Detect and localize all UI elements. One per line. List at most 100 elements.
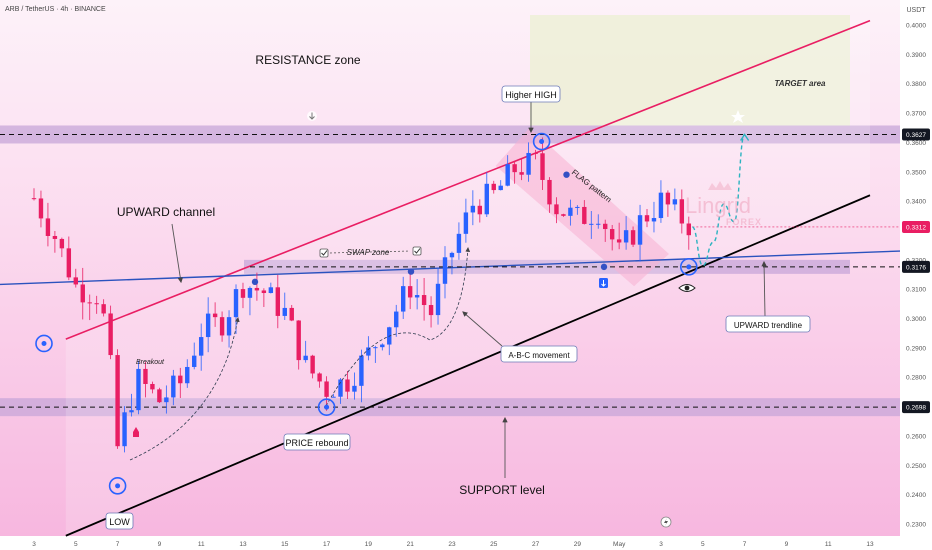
candle[interactable] [52, 230, 58, 253]
candle[interactable] [254, 272, 260, 301]
candle[interactable] [505, 155, 510, 187]
ring-marker-retest[interactable] [679, 258, 698, 276]
candle[interactable] [568, 199, 573, 226]
candle[interactable] [289, 304, 294, 322]
candle[interactable] [582, 200, 587, 225]
candle[interactable] [101, 299, 106, 317]
ring-marker-higher-high[interactable] [532, 132, 551, 151]
candle[interactable] [533, 149, 538, 160]
candle[interactable] [282, 292, 287, 320]
candle[interactable] [651, 201, 657, 233]
candle[interactable] [275, 274, 281, 329]
candle[interactable] [143, 361, 148, 398]
channel-upper-line[interactable] [65, 19, 871, 340]
candle[interactable] [94, 295, 99, 314]
candle[interactable] [540, 137, 545, 190]
candle[interactable] [623, 216, 629, 250]
candle[interactable] [164, 385, 169, 414]
candle[interactable] [630, 226, 636, 248]
candle[interactable] [658, 180, 664, 223]
candle[interactable] [484, 172, 489, 218]
ring-marker-rebound[interactable] [317, 398, 336, 416]
candle[interactable] [679, 189, 685, 234]
candle[interactable] [435, 267, 441, 325]
candle[interactable] [212, 302, 218, 327]
candle[interactable] [352, 372, 357, 400]
candle[interactable] [219, 311, 225, 342]
candle[interactable] [449, 251, 455, 275]
candle[interactable] [366, 336, 371, 361]
candle[interactable] [45, 202, 51, 247]
candle[interactable] [198, 323, 204, 371]
candle[interactable] [644, 208, 650, 228]
candle[interactable] [672, 188, 678, 211]
candle[interactable] [108, 305, 113, 360]
candle[interactable] [73, 268, 78, 288]
candle[interactable] [150, 381, 155, 394]
candle[interactable] [526, 142, 531, 182]
candle[interactable] [192, 342, 197, 370]
candle[interactable] [616, 222, 622, 250]
candle[interactable] [421, 278, 427, 321]
candle[interactable] [136, 360, 141, 415]
candle[interactable] [129, 393, 134, 417]
candle[interactable] [247, 286, 253, 316]
candle[interactable] [205, 297, 211, 353]
candle[interactable] [373, 345, 378, 363]
candle[interactable] [456, 222, 462, 260]
candle[interactable] [296, 320, 301, 370]
flag-dot[interactable] [563, 171, 570, 178]
candle[interactable] [609, 224, 615, 251]
candle[interactable] [331, 393, 336, 398]
upward-trendline[interactable] [0, 250, 901, 286]
candle[interactable] [407, 270, 413, 310]
candle[interactable] [394, 304, 399, 337]
candle[interactable] [66, 236, 72, 281]
down-arrow-icon[interactable] [307, 111, 317, 121]
candle[interactable] [303, 340, 308, 363]
candle[interactable] [317, 372, 322, 388]
swap-dot-1[interactable] [251, 278, 259, 286]
candle[interactable] [665, 190, 671, 217]
candle[interactable] [561, 213, 566, 217]
candle[interactable] [80, 267, 85, 320]
ring-marker-low[interactable] [108, 477, 127, 495]
candle[interactable] [603, 219, 608, 242]
candle[interactable] [310, 354, 315, 379]
candle[interactable] [512, 160, 517, 184]
candle[interactable] [359, 349, 364, 403]
swap-dot-3[interactable] [600, 263, 608, 271]
candle[interactable] [226, 310, 232, 348]
channel-lower-line[interactable] [65, 194, 871, 537]
candle[interactable] [261, 288, 267, 307]
candle[interactable] [268, 282, 274, 294]
candle[interactable] [686, 216, 692, 250]
candle[interactable] [345, 371, 350, 399]
candle[interactable] [400, 276, 406, 319]
candle[interactable] [477, 199, 483, 223]
swap-dot-2[interactable] [407, 268, 415, 275]
candle[interactable] [519, 159, 524, 181]
candle[interactable] [498, 180, 503, 191]
candle[interactable] [637, 204, 643, 262]
candle[interactable] [122, 406, 127, 453]
candle[interactable] [491, 180, 496, 194]
candle[interactable] [38, 190, 44, 228]
candle[interactable] [185, 359, 190, 388]
candle[interactable] [575, 205, 580, 215]
candle[interactable] [380, 343, 385, 351]
candle[interactable] [171, 369, 176, 406]
candle[interactable] [596, 214, 601, 229]
candle[interactable] [442, 246, 448, 299]
candle[interactable] [470, 190, 476, 226]
candle[interactable] [233, 284, 239, 334]
candle[interactable] [115, 349, 120, 449]
candle[interactable] [87, 294, 92, 321]
candle[interactable] [157, 387, 162, 404]
candle[interactable] [589, 210, 594, 239]
candle[interactable] [59, 237, 65, 258]
candle[interactable] [554, 197, 559, 224]
candle[interactable] [240, 282, 246, 309]
candle[interactable] [414, 279, 420, 310]
candle[interactable] [31, 188, 37, 201]
